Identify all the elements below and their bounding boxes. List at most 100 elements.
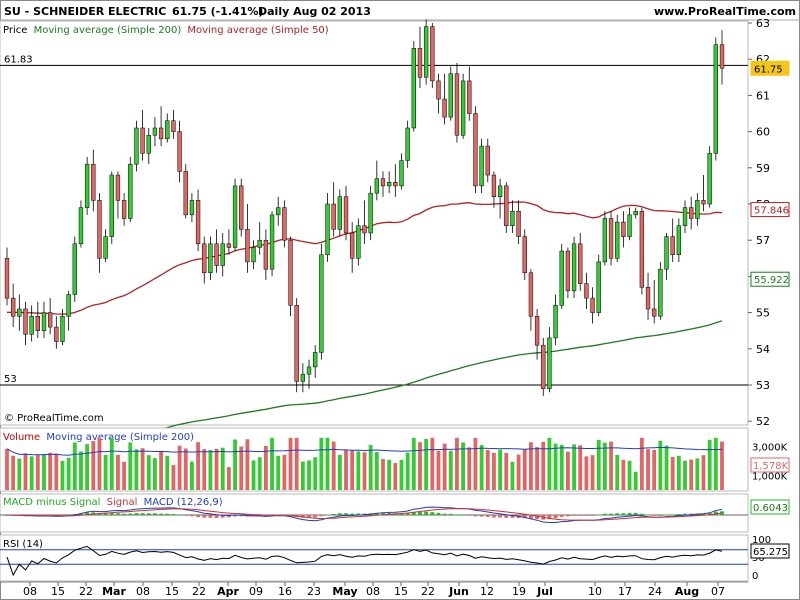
- macd-hist-bar: [399, 513, 404, 515]
- header-site[interactable]: www.ProRealTime.com: [654, 5, 796, 18]
- candle-body: [695, 200, 700, 219]
- volume-bar: [270, 437, 274, 490]
- candle-body: [72, 243, 77, 295]
- x-tick-label: 07: [711, 585, 725, 598]
- macd-hist-bar: [331, 514, 336, 515]
- candle-body: [682, 207, 688, 226]
- volume-bar: [134, 449, 139, 490]
- header-price-change: 61.75 (-1.41%): [172, 5, 263, 18]
- volume-bar: [79, 451, 83, 490]
- macd-hist-bar: [220, 515, 225, 518]
- volume-bar: [29, 456, 34, 490]
- volume-bar: [652, 449, 657, 490]
- x-tick-label: 15: [51, 585, 65, 598]
- candle-body: [368, 192, 373, 234]
- reference-line-label: 61.83: [4, 54, 33, 65]
- macd-value-label: 0.6043: [753, 503, 788, 514]
- macd-hist-bar: [683, 513, 687, 515]
- candle-body: [362, 225, 367, 234]
- macd-panel: MACD minus Signal Signal MACD (12,26,9) …: [0, 493, 790, 533]
- price-tick-label: 57: [756, 234, 770, 247]
- candle-body: [202, 243, 207, 274]
- value-tag-box: [750, 60, 790, 76]
- candle-body: [288, 239, 293, 306]
- volume-bar: [350, 450, 355, 490]
- macd-hist-bar: [590, 515, 595, 516]
- candle-body: [399, 160, 404, 187]
- macd-hist-bar: [510, 515, 515, 518]
- x-tick-label: Apr: [217, 585, 239, 598]
- volume-bar: [720, 441, 724, 490]
- volume-bar: [72, 442, 77, 490]
- volume-bar: [485, 449, 490, 490]
- macd-hist-bar: [707, 513, 712, 515]
- candle-body: [319, 254, 324, 353]
- price-panel: Price Moving average (Simple 200) Moving…: [0, 17, 790, 458]
- volume-bar: [17, 458, 22, 490]
- macd-signal-line: [7, 508, 723, 521]
- volume-bar: [42, 454, 46, 490]
- candle-body: [393, 182, 398, 187]
- macd-legend: MACD minus Signal Signal MACD (12,26,9): [3, 497, 223, 508]
- candle-body: [713, 44, 718, 154]
- candle-body: [29, 315, 34, 335]
- macd-hist-bar: [325, 514, 330, 516]
- candle-body: [454, 73, 460, 136]
- candle-body: [485, 145, 490, 176]
- candle-body: [239, 185, 244, 230]
- price-tick-label: 63: [756, 17, 770, 30]
- candle-body: [658, 268, 663, 317]
- candle-body: [232, 185, 238, 248]
- value-tag-label: 55.922: [754, 275, 789, 286]
- candle-body: [78, 207, 84, 245]
- candle-body: [220, 243, 225, 266]
- macd-hist-bar: [97, 513, 102, 515]
- macd-hist-bar: [239, 515, 244, 517]
- candle-body: [11, 297, 16, 317]
- volume-bar: [492, 452, 496, 490]
- volume-bar: [23, 453, 28, 490]
- macd-hist-bar: [337, 513, 342, 515]
- macd-hist-bar: [639, 513, 644, 515]
- candle-body: [54, 326, 59, 342]
- volume-bar: [325, 437, 330, 490]
- macd-hist-bar: [196, 515, 200, 517]
- x-tick-label: 08: [136, 585, 150, 598]
- candle-body: [430, 26, 435, 82]
- macd-hist-bar: [522, 515, 527, 519]
- volume-bar: [128, 442, 133, 490]
- volume-bar: [251, 460, 256, 490]
- volume-bar: [504, 452, 509, 490]
- candle-body: [226, 243, 232, 248]
- macd-hist-bar: [418, 512, 422, 515]
- volume-bar: [313, 457, 318, 490]
- volume-bar: [294, 437, 299, 490]
- price-legend-price: Price: [3, 25, 27, 36]
- candle-body: [578, 243, 583, 284]
- macd-hist-bar: [670, 514, 675, 516]
- candle-body: [374, 178, 379, 194]
- candle-body: [195, 200, 201, 245]
- volume-bar: [11, 455, 16, 490]
- candle-body: [214, 243, 219, 266]
- candle-body: [325, 203, 330, 255]
- macd-hist-bar: [504, 515, 509, 518]
- volume-bar: [171, 465, 176, 490]
- x-tick-label: 15: [394, 585, 408, 598]
- candle-body: [719, 44, 725, 69]
- macd-hist-bar: [79, 513, 83, 515]
- candle-body: [97, 200, 102, 259]
- rsi-value-box: [750, 543, 790, 559]
- macd-hist-bar: [319, 515, 324, 517]
- price-tick-label: 60: [756, 126, 770, 139]
- macd-hist-bar: [596, 514, 601, 516]
- volume-bar: [405, 452, 410, 490]
- x-tick-label: 16: [278, 585, 292, 598]
- candle-body: [559, 250, 564, 306]
- macd-hist-bar: [134, 513, 139, 515]
- macd-plot-area: [0, 493, 749, 533]
- macd-hist-bar: [177, 514, 182, 516]
- price-tick-label: 52: [756, 415, 770, 428]
- candle-body: [115, 174, 121, 201]
- volume-bar: [695, 458, 700, 490]
